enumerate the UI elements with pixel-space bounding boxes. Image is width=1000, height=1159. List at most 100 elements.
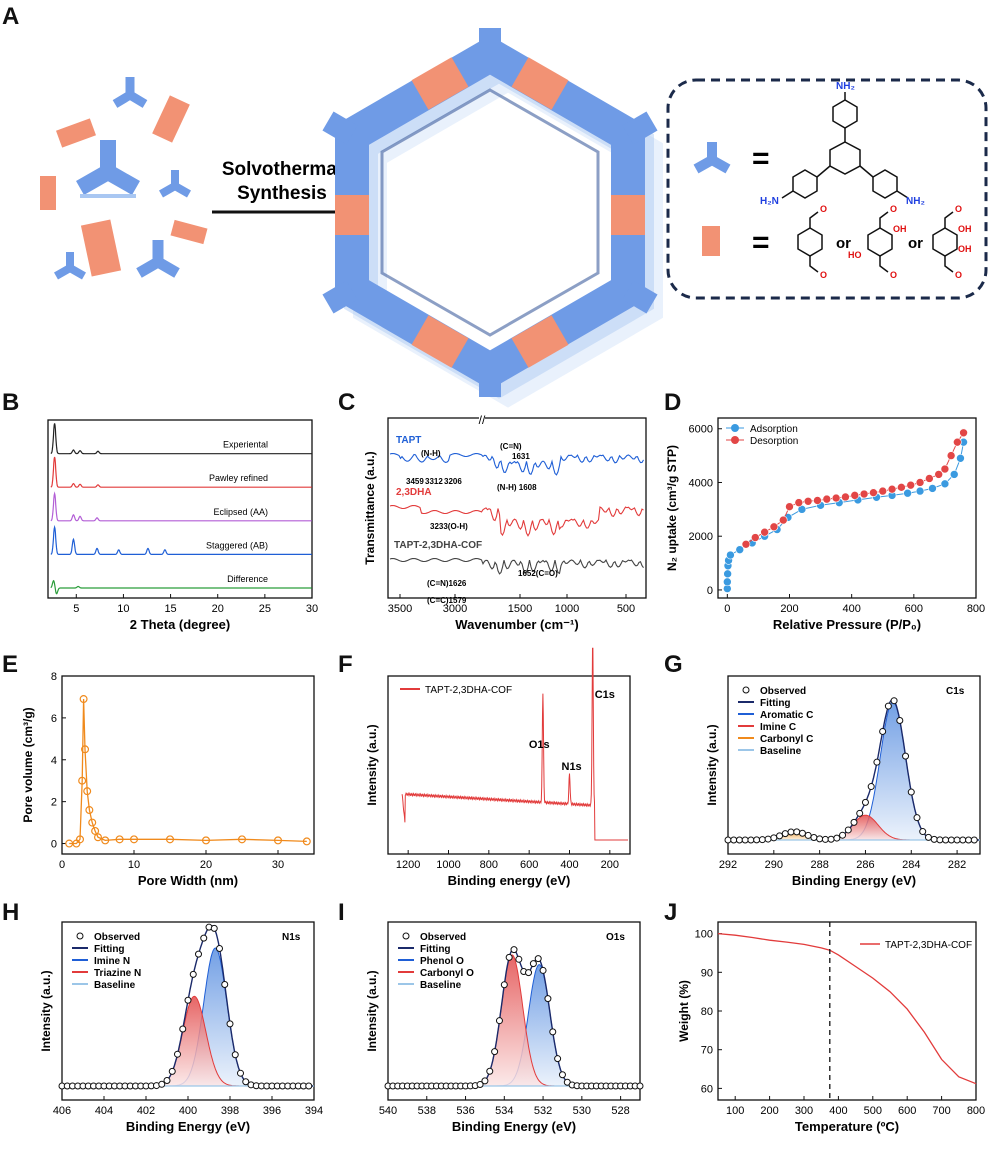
observed-point [544, 995, 552, 1003]
observed-point [231, 1051, 239, 1059]
data-point [813, 496, 822, 505]
annotation: 3312 [425, 477, 443, 486]
y-axis-label: Intensity (a.u.) [365, 724, 379, 805]
observed-point [833, 834, 841, 842]
data-point [934, 470, 943, 479]
data-point [778, 515, 788, 525]
x-tick-label: 400 [179, 1105, 197, 1117]
x-tick-label: 300 [795, 1105, 813, 1117]
series-line [69, 698, 307, 845]
observed-point [781, 830, 789, 838]
observed-point [867, 783, 875, 791]
annotation: (N-H) [421, 449, 441, 458]
legend-marker [731, 424, 739, 432]
observed-point [839, 831, 847, 839]
x-tick-label: 10 [128, 859, 140, 871]
y-tick-label: 8 [51, 671, 57, 683]
data-point [878, 486, 888, 496]
observed-point [210, 924, 218, 932]
observed-point [200, 934, 208, 942]
axis-break-mark: // [479, 413, 486, 427]
y-tick-label: 80 [701, 1006, 713, 1018]
observed-point [884, 702, 892, 710]
x-tick-label: 0 [724, 603, 730, 615]
observed-point [730, 836, 738, 844]
peak-label: N1s [562, 761, 582, 773]
data-point [726, 550, 735, 560]
data-point [897, 483, 906, 492]
x-tick-label: 406 [53, 1105, 71, 1117]
data-point [949, 470, 959, 479]
legend-label: Desorption [750, 436, 798, 447]
data-point [940, 464, 950, 474]
observed-point [856, 809, 864, 817]
x-axis-label: Binding Energy (eV) [126, 1119, 250, 1134]
observed-point [965, 836, 973, 844]
series-line [717, 932, 977, 1085]
observed-point [549, 1028, 557, 1036]
or-label: or [908, 235, 923, 252]
rect-block [40, 95, 208, 277]
data-point [101, 836, 110, 845]
y-tick-label: 100 [695, 929, 713, 941]
data-point [83, 787, 92, 796]
data-point [130, 835, 139, 844]
data-point [785, 502, 794, 511]
panel-label-b: B [2, 389, 19, 416]
series-label: Experiental [223, 440, 268, 450]
observed-point [787, 828, 795, 836]
observed-point [804, 831, 812, 839]
ho-label: HO [848, 250, 862, 260]
legend-marker [731, 436, 739, 444]
y-axis-label: N₂ uptake (cm³/g STP) [665, 445, 679, 571]
data-point [93, 833, 102, 842]
peak-label: C1s [595, 689, 615, 701]
data-point [302, 837, 311, 846]
x-tick-label: 536 [456, 1105, 474, 1117]
legend-label: Fitting [760, 698, 791, 709]
observed-point [936, 836, 944, 844]
observed-point [764, 835, 772, 843]
x-axis-label: Wavenumber (cm⁻¹) [455, 617, 578, 632]
chart-i: 540 538 536 534 532 530 528 Binding Energy (eV)… [365, 921, 644, 1134]
legend-label: Imine N [94, 956, 130, 967]
data-point [803, 496, 813, 506]
series-label: Pawley refined [209, 473, 268, 483]
observed-point [189, 970, 197, 978]
x-tick-label: 292 [719, 859, 737, 871]
observed-point [827, 835, 835, 843]
observed-point [505, 953, 513, 961]
observed-point [539, 966, 547, 974]
series-line [726, 442, 965, 589]
svg-text:O: O [820, 204, 827, 214]
data-point [903, 488, 912, 498]
x-tick-label: 3500 [388, 603, 412, 615]
observed-point [907, 788, 915, 796]
series-line [401, 647, 628, 841]
rect-legend-icon [702, 226, 720, 256]
annotation: 3233(O-H) [430, 522, 468, 531]
legend-label: Aromatic C [760, 710, 813, 721]
observed-point [486, 1067, 494, 1075]
x-tick-label: 800 [967, 1105, 985, 1117]
data-point [769, 522, 779, 532]
tripod-block [112, 77, 148, 108]
x-tick-label: 30 [272, 859, 284, 871]
data-point [925, 474, 934, 483]
series-line [50, 579, 312, 595]
x-tick-label: 25 [259, 603, 271, 615]
observed-point [913, 814, 921, 822]
observed-point [554, 1055, 562, 1063]
x-tick-label: 1500 [508, 603, 532, 615]
observed-point [753, 836, 761, 844]
plot-frame [727, 675, 981, 855]
legend-label: Baseline [420, 980, 462, 991]
x-tick-label: 500 [617, 603, 635, 615]
legend-label: Triazine N [94, 968, 141, 979]
chart-title: C1s [946, 686, 965, 697]
x-tick-label: 700 [932, 1105, 950, 1117]
chart-d: 0 200 400 600 800 0 2000 4000 6000 Relative Press… [665, 417, 985, 632]
chart-title: N1s [282, 932, 301, 943]
data-point [906, 480, 916, 490]
legend-label: Adsorption [750, 424, 798, 435]
